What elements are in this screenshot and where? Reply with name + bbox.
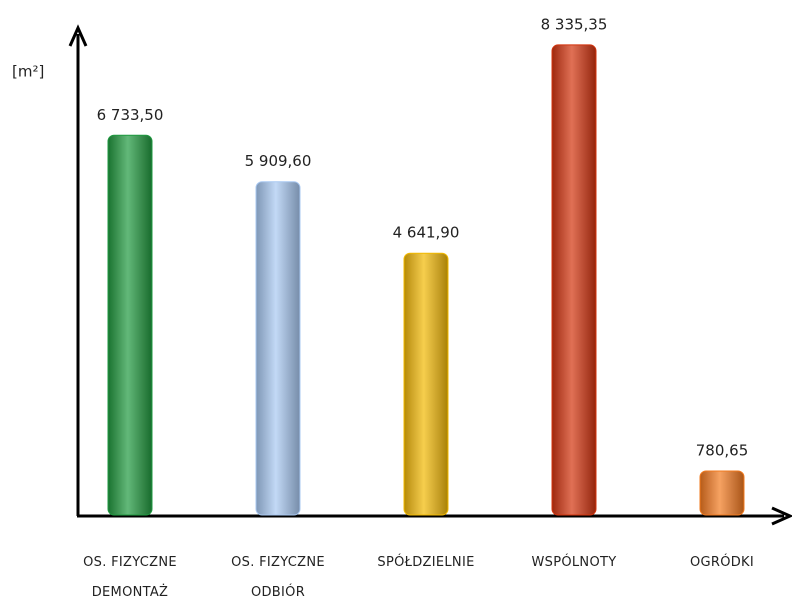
x-tick-label: OS. FIZYCZNE DEMONTAŻ bbox=[83, 555, 177, 600]
x-tick-label: OGRÓDKI bbox=[689, 555, 755, 570]
bar bbox=[403, 252, 449, 516]
value-label: 780,65 bbox=[696, 441, 749, 459]
y-axis-label: [m²] bbox=[12, 63, 44, 81]
y-arrow bbox=[68, 24, 88, 47]
bar bbox=[107, 134, 153, 516]
x-arrow bbox=[771, 506, 792, 526]
x-tick-label: SPÓŁDZIELNIE bbox=[377, 555, 475, 570]
bar bbox=[255, 181, 301, 516]
value-label: 5 909,60 bbox=[245, 152, 312, 170]
value-label: 6 733,50 bbox=[97, 106, 164, 124]
bar bbox=[699, 470, 745, 516]
bar bbox=[551, 44, 597, 516]
x-tick-label: OS. FIZYCZNE ODBIÓR bbox=[231, 555, 325, 600]
value-label: 8 335,35 bbox=[541, 15, 608, 33]
value-label: 4 641,90 bbox=[393, 224, 460, 242]
x-tick-label: WSPÓLNOTY bbox=[531, 555, 617, 570]
